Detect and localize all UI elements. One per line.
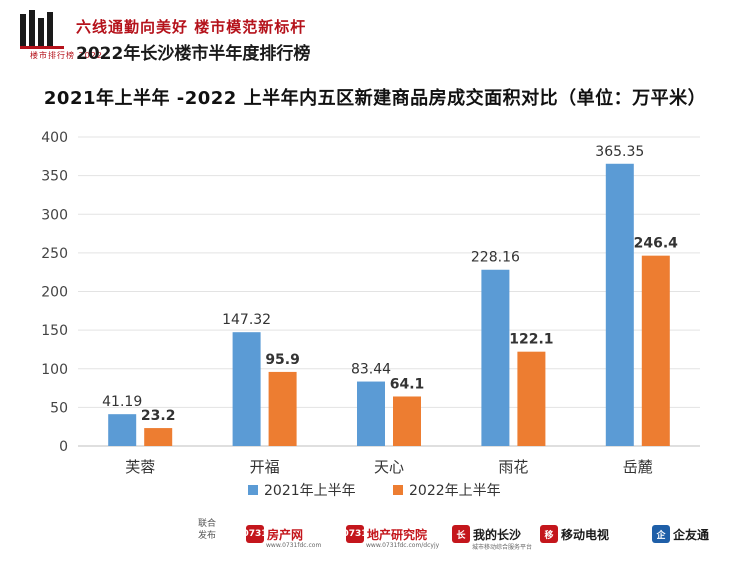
- x-category-label: 开福: [250, 458, 280, 476]
- partner-caption: 城市移动综合服务平台: [472, 544, 533, 551]
- report-subtitle: 2022年长沙楼市半年度排行榜: [76, 44, 311, 64]
- partner-logo: 长我的长沙城市移动综合服务平台: [452, 520, 532, 551]
- partner-mark-icon: 0731: [242, 525, 268, 543]
- partner-mark-icon: 0731: [342, 525, 368, 543]
- y-tick-label: 200: [41, 285, 68, 301]
- bar-2022: [144, 428, 173, 446]
- partner-mark-icon: 长: [452, 525, 470, 543]
- partner-name: 移动电视: [561, 527, 610, 542]
- data-label: 228.16: [471, 250, 520, 266]
- bar-2021: [232, 332, 261, 446]
- partner-logo: 0731 地产研究院 www.0731fdc.com/dcyjy: [342, 520, 439, 549]
- bar-2022: [268, 371, 297, 446]
- footer-publishers: 联合发布 0731 房产网 www.0731fdc.com 0731 地产研究院 www.…: [198, 518, 738, 558]
- bar-2021: [357, 381, 385, 446]
- data-label: 246.4: [634, 236, 679, 252]
- data-label: 41.19: [102, 394, 142, 410]
- y-tick-label: 150: [41, 323, 68, 339]
- bar-2022: [393, 396, 421, 446]
- y-tick-label: 0: [59, 439, 68, 455]
- logo-caption: 楼市排行榜 2022: [30, 51, 103, 60]
- partner-logo: 0731 房产网 www.0731fdc.com: [242, 520, 321, 549]
- legend-label: 2022年上半年: [409, 483, 501, 499]
- partner-logo: 企企友通: [652, 520, 709, 548]
- chart-title: 2021年上半年 -2022 上半年内五区新建商品房成交面积对比（单位：万平米）: [43, 88, 707, 109]
- joint-publish-label: 联合发布: [198, 519, 217, 541]
- x-category-label: 芙蓉: [125, 458, 155, 476]
- legend-label: 2021年上半年: [264, 483, 356, 499]
- data-label: 147.32: [222, 312, 271, 328]
- partner-logo: 移移动电视: [540, 520, 609, 548]
- bar-2021: [481, 269, 510, 446]
- bar-2022: [517, 351, 546, 446]
- partner-name: 房产网: [267, 527, 304, 542]
- y-tick-label: 300: [41, 207, 68, 223]
- partner-caption: www.0731fdc.com/dcyjy: [366, 542, 440, 549]
- data-label: 365.35: [595, 144, 644, 160]
- bar-2022: [641, 255, 670, 446]
- partner-caption: www.0731fdc.com: [266, 542, 322, 549]
- data-label: 64.1: [390, 376, 425, 392]
- y-tick-label: 400: [41, 130, 68, 146]
- partner-name: 企友通: [673, 527, 710, 542]
- x-category-label: 天心: [374, 458, 404, 476]
- bar-2021: [605, 163, 634, 446]
- legend-swatch: [248, 485, 258, 495]
- y-tick-label: 100: [41, 362, 68, 378]
- slogan: 六线通勤向美好 楼市模范新标杆: [76, 18, 307, 36]
- data-label: 122.1: [509, 332, 553, 348]
- data-label: 95.9: [265, 352, 300, 368]
- partner-name: 地产研究院: [367, 527, 428, 542]
- partner-name: 我的长沙: [473, 527, 522, 542]
- y-tick-label: 350: [41, 169, 68, 185]
- report-header: 楼市排行榜 2022 六线通勤向美好 楼市模范新标杆 2022年长沙楼市半年度排…: [18, 10, 738, 66]
- data-label: 83.44: [351, 362, 391, 378]
- x-category-label: 岳麓: [623, 458, 653, 476]
- partner-mark-icon: 企: [652, 525, 670, 543]
- partner-mark-icon: 移: [540, 525, 558, 543]
- legend-swatch: [393, 485, 403, 495]
- y-tick-label: 250: [41, 246, 68, 262]
- building-logo-icon: [20, 10, 64, 49]
- y-tick-label: 50: [50, 400, 68, 416]
- x-category-label: 雨花: [498, 458, 528, 476]
- bar-2021: [108, 414, 137, 446]
- data-label: 23.2: [141, 408, 176, 424]
